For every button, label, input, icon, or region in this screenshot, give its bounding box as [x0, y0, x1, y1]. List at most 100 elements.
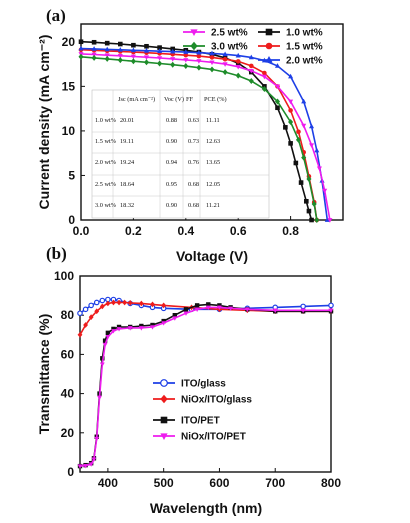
panel-a-plot-frame — [80, 23, 344, 221]
data-point — [248, 54, 254, 60]
data-point — [111, 329, 116, 334]
data-point — [288, 119, 294, 125]
table-header-cell: PCE (%) — [204, 96, 227, 103]
data-point — [157, 56, 163, 61]
data-point — [131, 42, 136, 48]
table-cell: 0.68 — [188, 202, 199, 209]
table-cell: 18.64 — [120, 181, 135, 188]
table-cell: 0.94 — [166, 159, 178, 166]
data-point — [88, 314, 94, 321]
data-point — [88, 302, 94, 309]
panel-b-plot-frame — [79, 275, 332, 473]
table-cell: 0.90 — [166, 202, 177, 209]
data-point — [311, 200, 317, 207]
data-point — [116, 299, 122, 306]
data-point — [301, 154, 307, 161]
data-point — [196, 49, 202, 55]
data-point — [194, 303, 200, 308]
data-point — [127, 326, 133, 331]
data-point — [157, 48, 163, 54]
data-point — [314, 147, 320, 153]
table-cell: 0.95 — [166, 181, 177, 188]
data-point — [283, 125, 288, 130]
panel-a-legend: 2.5 wt% 1.0 wt% 3.0 wt% 1.5 wt% 2.0 wt% — [183, 28, 323, 67]
legend-label: ITO/PET — [181, 416, 220, 427]
data-point — [235, 59, 241, 64]
legend-marker — [265, 56, 273, 63]
data-point — [138, 326, 144, 331]
legend-item-2-5-wt: 2.5 wt% — [183, 28, 248, 39]
table-cell: 0.68 — [188, 181, 199, 188]
data-point — [143, 55, 150, 60]
table-cell: 11.11 — [206, 117, 220, 124]
data-point — [209, 50, 215, 56]
data-point — [228, 306, 234, 311]
x-tick-label: 400 — [98, 476, 118, 490]
legend-item-niox-ito-pet: NiOx/ITO/PET — [153, 432, 246, 443]
data-point — [304, 198, 309, 204]
data-point — [309, 143, 315, 148]
legend-item-ito-glass: ITO/glass — [153, 379, 226, 390]
panel-a-label: (a) — [46, 6, 66, 25]
y-tick-label: 100 — [54, 269, 74, 283]
panel-a-parameter-table: Jsc (mA cm⁻²) Voc (V) FF PCE (%) 1.0 wt% 20.0… — [91, 89, 270, 219]
series-2-0-wt — [78, 45, 330, 222]
data-point — [217, 303, 222, 308]
data-point — [118, 41, 123, 47]
table-cell: 1.0 wt% — [95, 117, 117, 124]
data-point — [288, 141, 293, 146]
data-point — [170, 48, 176, 54]
y-tick-label: 20 — [62, 35, 76, 49]
data-point — [183, 58, 189, 63]
data-point — [261, 86, 267, 93]
data-point — [288, 99, 294, 105]
data-point — [328, 302, 334, 309]
data-point — [83, 322, 88, 328]
data-point — [93, 299, 100, 306]
data-point — [196, 53, 202, 59]
legend-item-ito-pet: ITO/PET — [153, 416, 220, 427]
data-point — [248, 78, 254, 85]
data-point — [157, 45, 162, 50]
table-cell: 2.5 wt% — [95, 181, 117, 188]
x-tick-label: 0.2 — [125, 224, 142, 238]
legend-label: 1.5 wt% — [286, 42, 323, 53]
data-point — [170, 61, 176, 68]
table-cell: 13.65 — [206, 159, 220, 166]
data-point — [82, 306, 89, 313]
data-point — [196, 64, 202, 71]
x-tick-label: 500 — [154, 476, 174, 490]
data-point — [314, 217, 320, 223]
table-header-cell: FF — [186, 96, 194, 103]
series-line — [80, 56, 318, 221]
series-niox-ito-pet — [77, 305, 334, 469]
legend-marker — [160, 379, 168, 387]
data-point — [209, 55, 215, 60]
data-point — [222, 69, 228, 76]
data-point — [139, 323, 144, 329]
legend-label: 1.0 wt% — [286, 28, 323, 39]
data-point — [130, 58, 136, 65]
legend-item-3-0-wt: 3.0 wt% — [183, 42, 248, 53]
data-point — [300, 303, 306, 310]
legend-marker — [160, 394, 168, 404]
data-point — [100, 356, 105, 361]
table-cell: 12.63 — [206, 138, 220, 145]
data-point — [244, 307, 250, 312]
legend-label: 2.0 wt% — [286, 56, 323, 67]
table-cell: 0.63 — [188, 117, 199, 124]
data-point — [172, 316, 178, 321]
data-point — [102, 342, 108, 348]
data-point — [298, 180, 304, 185]
data-point — [143, 59, 150, 66]
data-point — [316, 166, 322, 172]
data-point — [78, 53, 84, 60]
x-tick-label: 0.4 — [177, 224, 194, 238]
data-point — [322, 188, 328, 194]
data-point — [170, 57, 176, 62]
table-background — [91, 89, 270, 219]
data-point — [77, 310, 83, 317]
data-point — [209, 66, 215, 73]
data-point — [94, 308, 100, 315]
